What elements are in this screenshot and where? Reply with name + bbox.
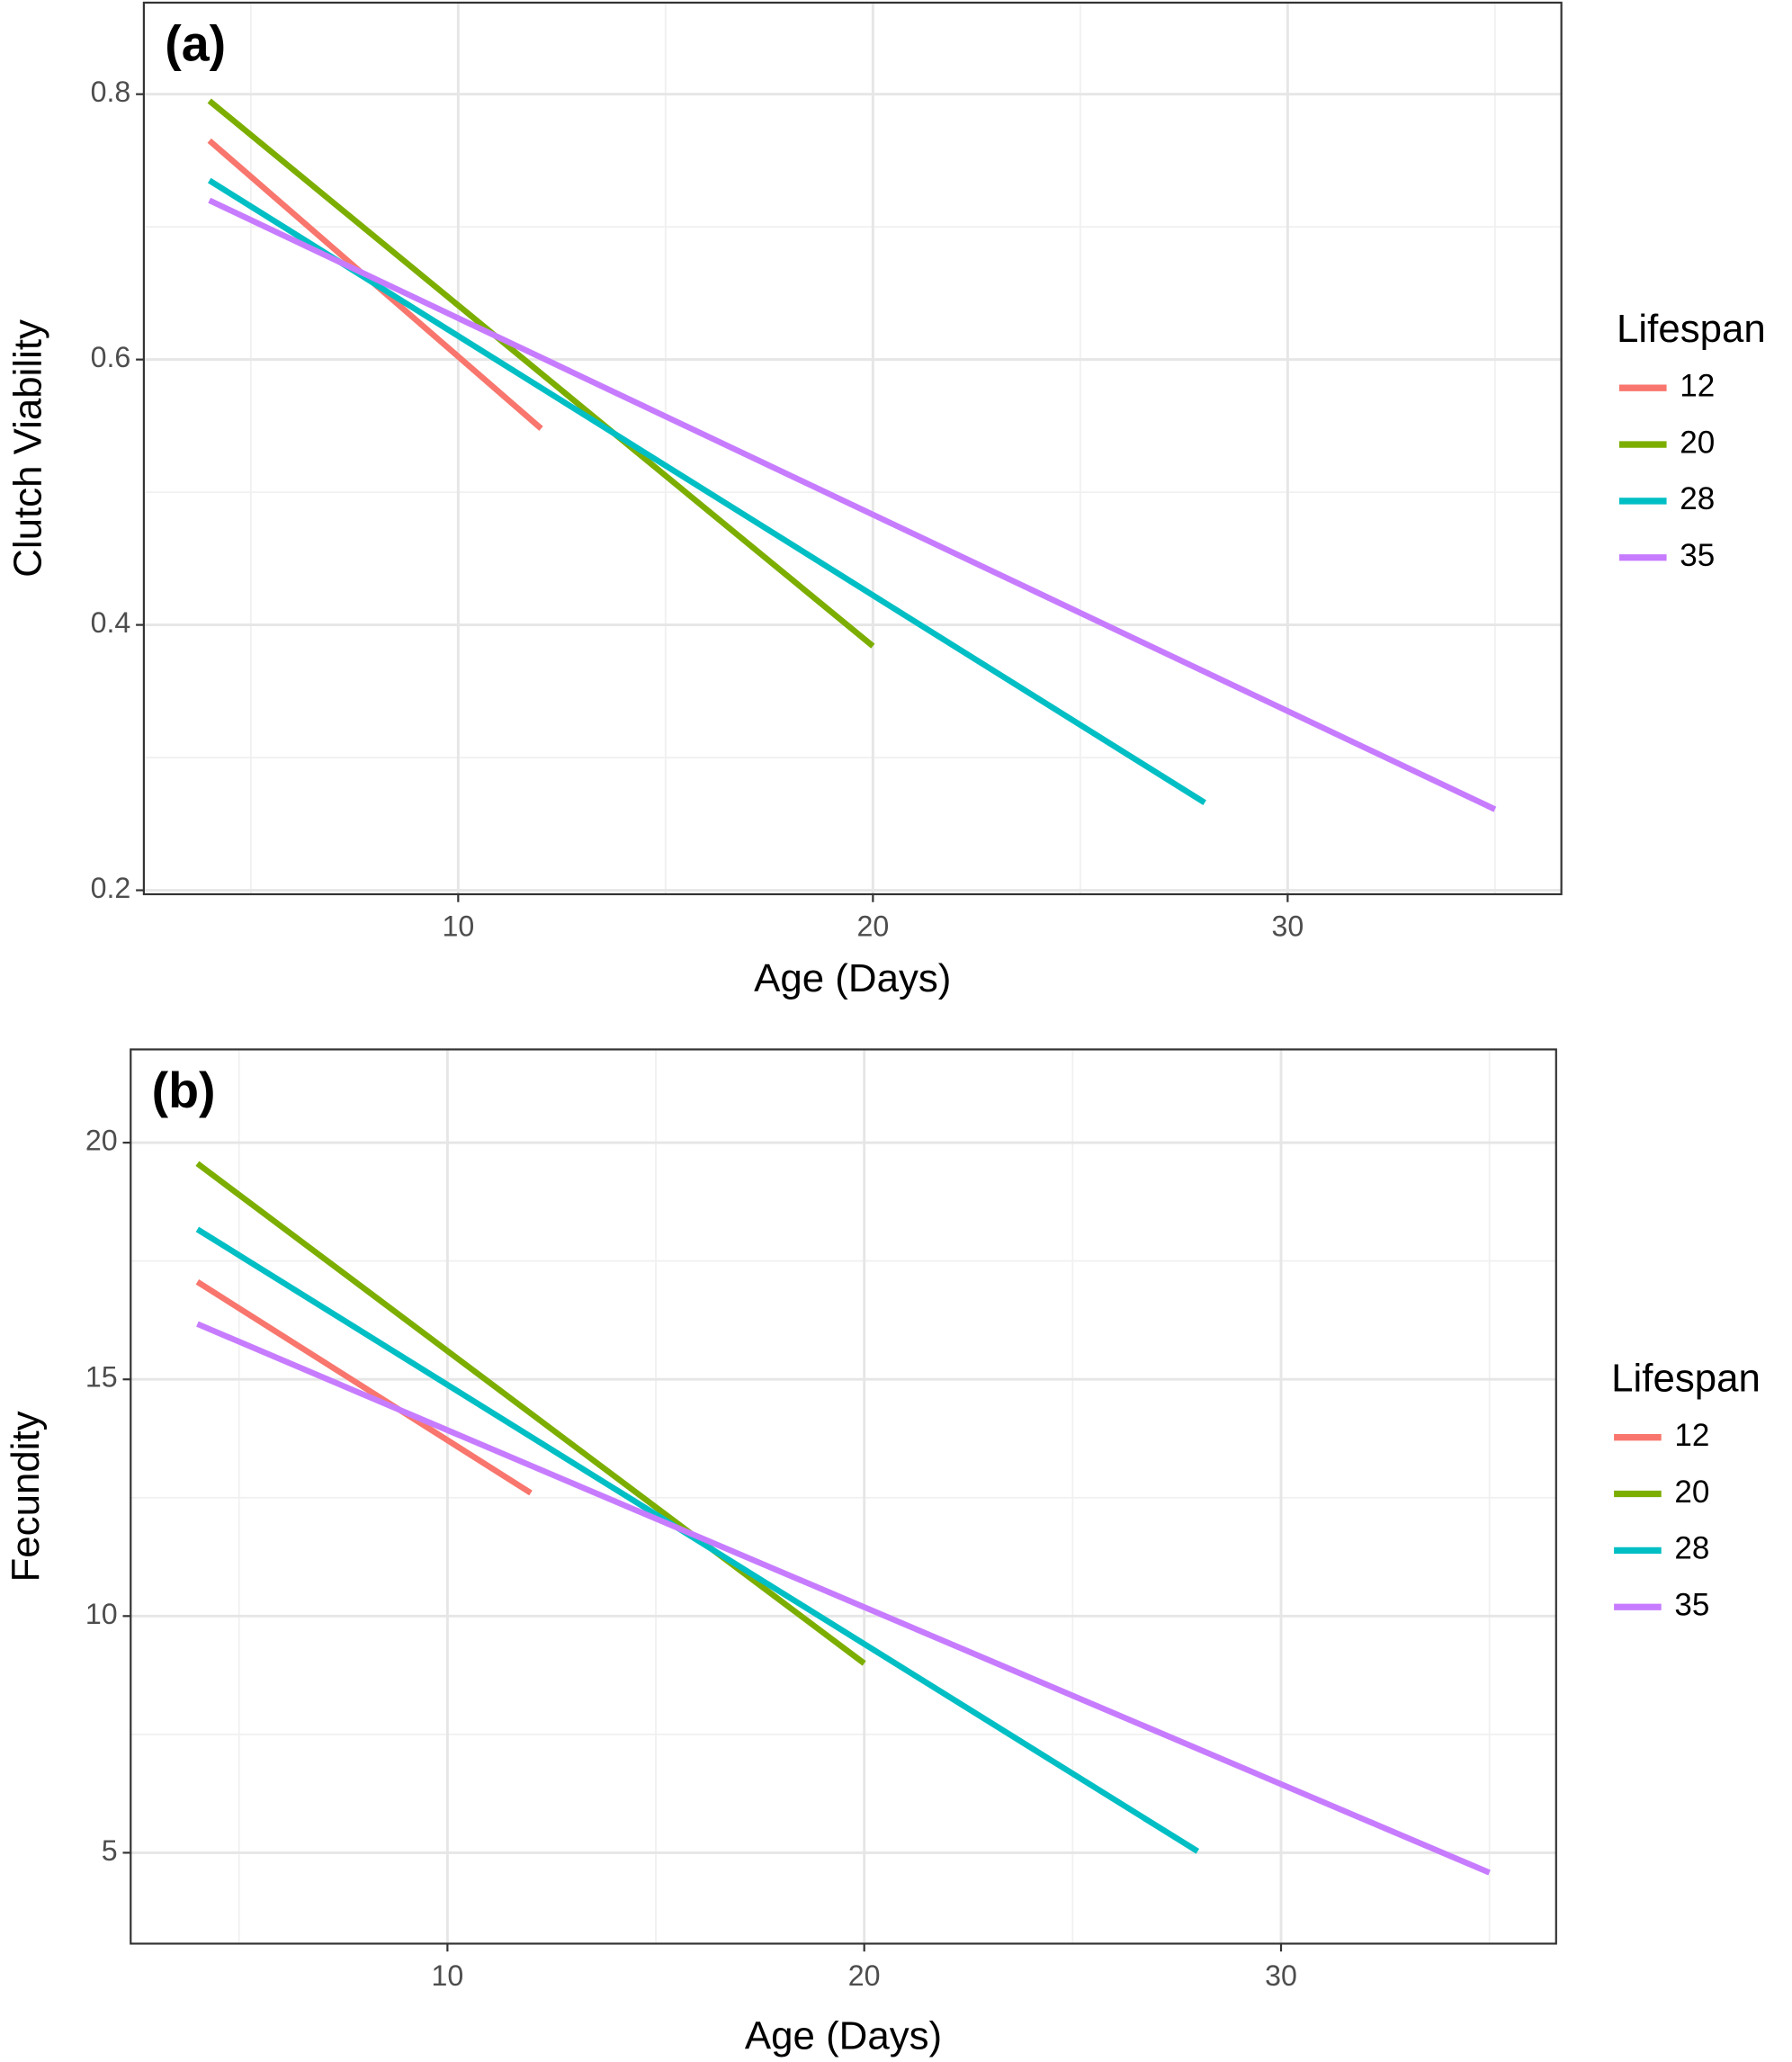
series-line — [196, 1321, 1491, 1876]
x-tick-label: 30 — [1265, 1959, 1297, 1992]
legend-label: 28 — [1680, 481, 1715, 516]
y-tick-label: 15 — [85, 1361, 118, 1394]
y-tick-label: 5 — [102, 1834, 118, 1867]
legend-label: 35 — [1680, 538, 1715, 573]
legend-label: 20 — [1674, 1475, 1709, 1510]
series-line — [207, 177, 1206, 806]
legend-label: 35 — [1674, 1588, 1709, 1623]
x-tick-label: 10 — [432, 1959, 464, 1992]
y-axis-title: Clutch Viability — [6, 319, 50, 578]
panel-label: (b) — [152, 1062, 216, 1118]
y-tick-label: 0.6 — [91, 341, 131, 373]
x-tick-label: 20 — [856, 910, 889, 942]
legend-label: 12 — [1680, 368, 1715, 403]
legend-title: Lifespan — [1617, 307, 1766, 351]
legend-label: 20 — [1680, 425, 1715, 460]
y-tick-label: 10 — [85, 1598, 118, 1630]
legend-title: Lifespan — [1611, 1356, 1761, 1400]
series-line — [195, 1226, 1200, 1854]
x-tick-label: 20 — [848, 1959, 881, 1992]
x-axis-title: Age (Days) — [745, 2013, 942, 2058]
series-line — [195, 1279, 533, 1496]
legend-label: 28 — [1674, 1531, 1709, 1566]
x-tick-label: 10 — [442, 910, 474, 942]
x-tick-label: 30 — [1271, 910, 1304, 942]
plot-background — [143, 2, 1562, 894]
series-line — [195, 1161, 866, 1666]
series-line — [208, 197, 1497, 812]
y-tick-label: 0.4 — [91, 606, 131, 639]
plot-border — [130, 1048, 1557, 1945]
legend-label: 12 — [1674, 1418, 1709, 1453]
plot-background — [130, 1049, 1556, 1944]
y-tick-label: 0.2 — [91, 872, 131, 904]
y-tick-label: 0.8 — [91, 76, 131, 108]
x-axis-title: Age (Days) — [754, 956, 951, 1000]
panel-label: (a) — [165, 15, 226, 71]
series-line — [207, 98, 875, 649]
y-axis-title: Fecundity — [4, 1411, 48, 1582]
plot-border — [142, 1, 1563, 896]
y-tick-label: 20 — [85, 1125, 118, 1157]
